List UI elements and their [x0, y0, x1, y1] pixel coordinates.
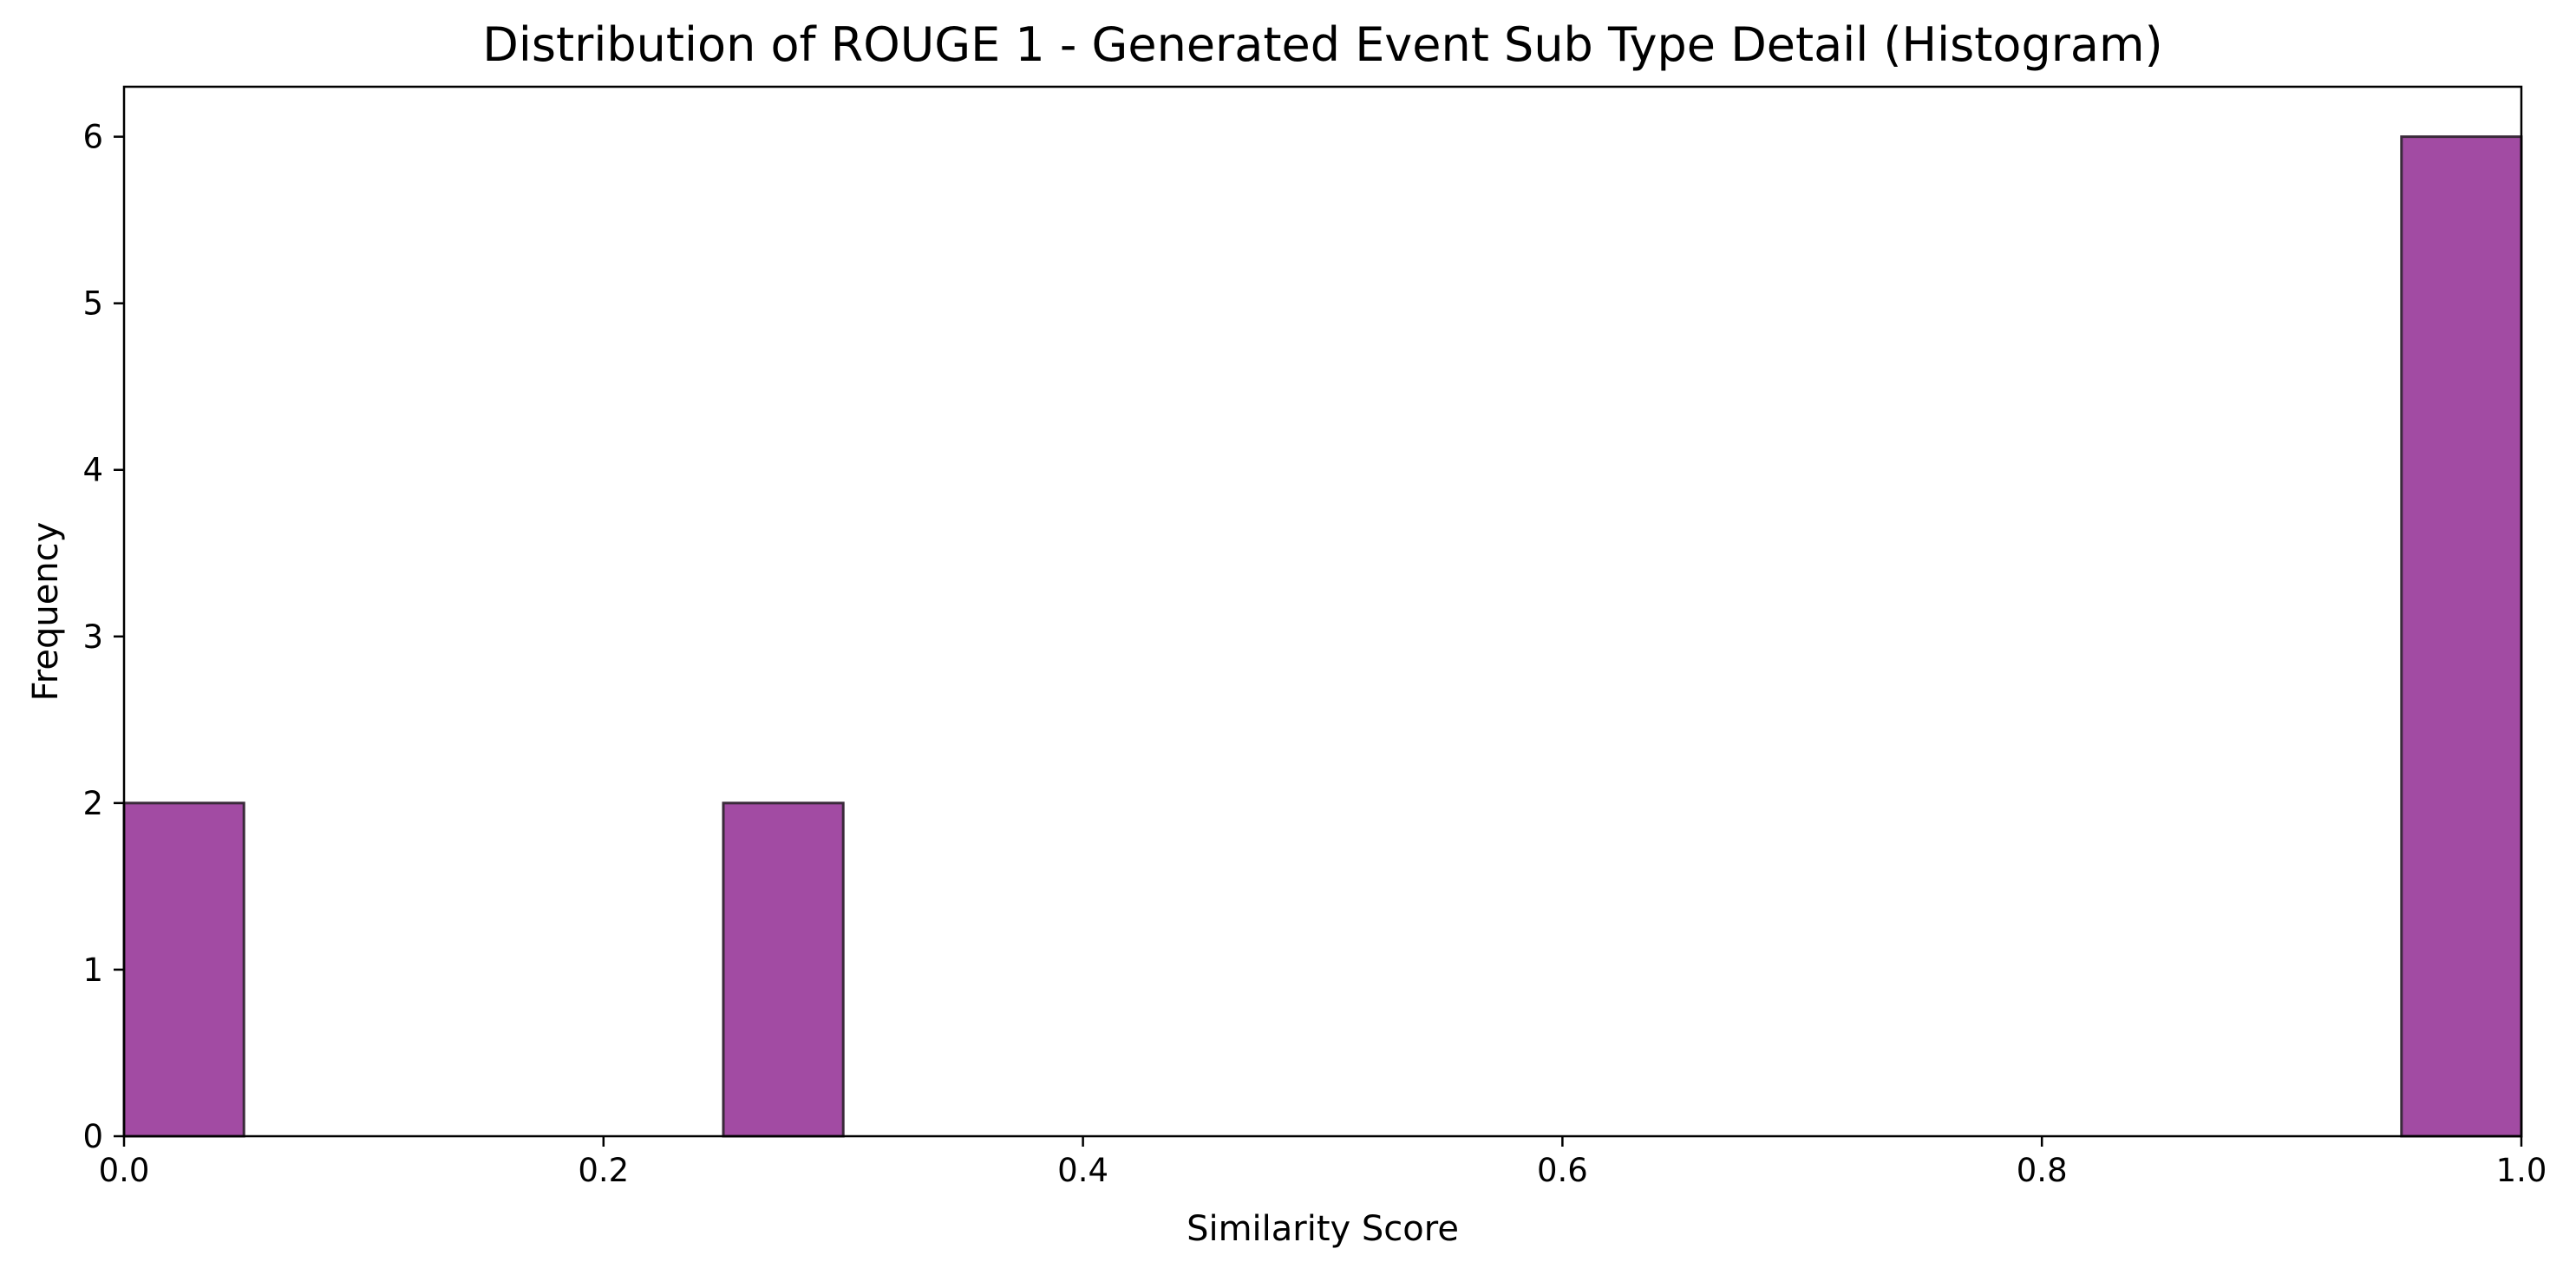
- x-tick-label: 0.4: [1057, 1152, 1108, 1189]
- y-tick-label: 4: [82, 452, 103, 489]
- plot-frame: [122, 85, 2523, 1138]
- y-tick-label: 5: [82, 285, 103, 323]
- histogram-bar: [722, 801, 845, 1138]
- y-tick-label: 3: [82, 618, 103, 656]
- x-tick-label: 0.0: [99, 1152, 150, 1189]
- x-tick-label: 0.2: [578, 1152, 629, 1189]
- x-axis-ticks: 0.0 0.2 0.4 0.6 0.8 1.0: [99, 1136, 2547, 1189]
- x-tick-label: 1.0: [2496, 1152, 2547, 1189]
- y-axis-label: Frequency: [26, 522, 66, 702]
- x-tick-label: 0.8: [2017, 1152, 2068, 1189]
- histogram-bar: [2400, 135, 2523, 1138]
- x-tick-label: 0.6: [1537, 1152, 1588, 1189]
- y-tick-label: 2: [82, 785, 103, 822]
- chart-title: Distribution of ROUGE 1 - Generated Even…: [482, 17, 2162, 72]
- bars-group: [122, 135, 2523, 1138]
- histogram-bar: [122, 801, 245, 1138]
- x-axis-label: Similarity Score: [1187, 1209, 1459, 1249]
- y-tick-label: 1: [82, 951, 103, 989]
- y-axis-ticks: 0 1 2 3 4 5 6: [82, 119, 124, 1155]
- y-tick-label: 6: [82, 119, 103, 156]
- y-tick-label: 0: [82, 1118, 103, 1155]
